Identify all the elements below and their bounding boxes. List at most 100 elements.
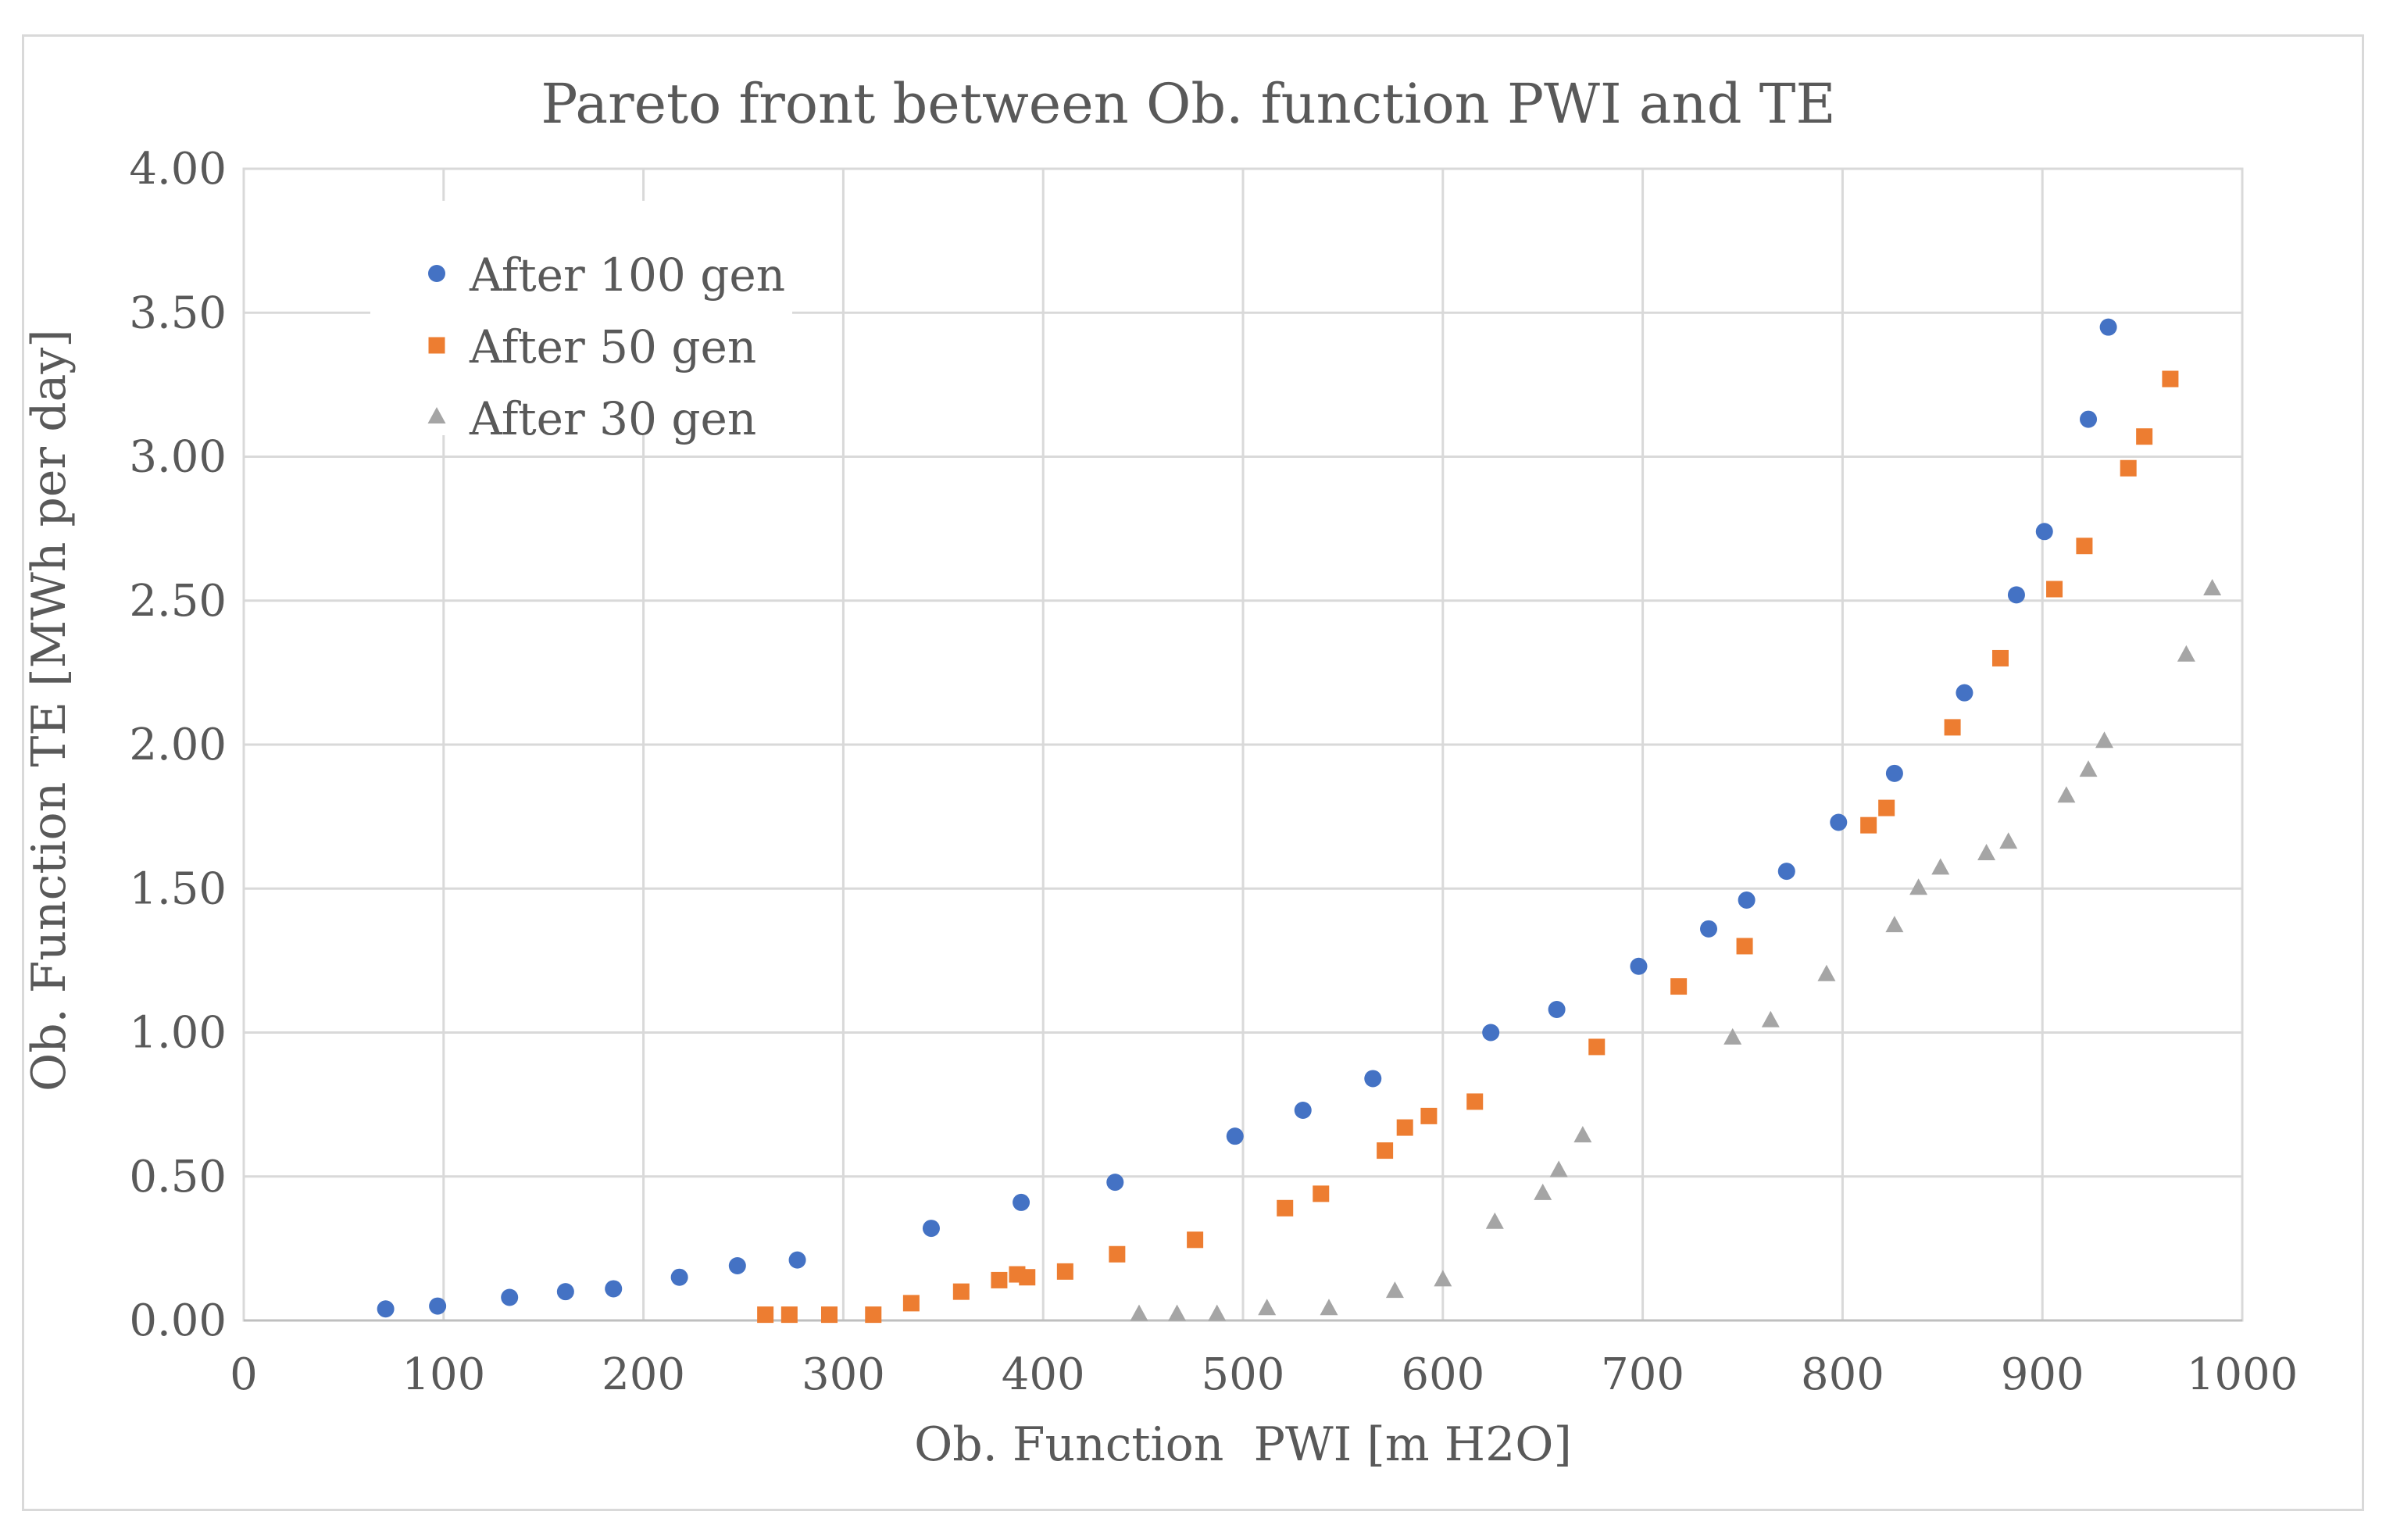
data-point — [2057, 786, 2076, 803]
legend: After 100 gen After 50 gen After 30 gen — [427, 248, 785, 445]
data-point — [1013, 1193, 1030, 1211]
data-point — [1364, 1070, 1382, 1088]
x-tick-label: 400 — [1002, 1349, 1085, 1400]
data-point — [1385, 1281, 1404, 1299]
data-point — [2079, 760, 2098, 777]
data-point — [780, 1306, 798, 1324]
data-point — [1630, 957, 1648, 975]
data-point — [1991, 649, 2009, 666]
data-point — [1738, 891, 1756, 909]
data-point — [1377, 1142, 1394, 1159]
data-point — [1885, 916, 1904, 933]
data-point — [2046, 581, 2063, 598]
y-tick-label: 3.00 — [129, 432, 227, 483]
data-point — [1320, 1299, 1338, 1316]
data-point — [2035, 523, 2053, 541]
legend-marker — [427, 406, 446, 423]
data-point — [1466, 1093, 1484, 1110]
y-tick-label: 1.00 — [129, 1008, 227, 1059]
data-point — [670, 1268, 688, 1286]
data-point — [2076, 538, 2093, 555]
x-tick-label: 200 — [602, 1349, 685, 1400]
tick-labels: 0 100 200 300 400 500 600 700 800 900 1000 0.00 0.50… — [129, 144, 2298, 1400]
x-axis-title: Ob. Function PWI [m H2O] — [914, 1417, 1572, 1472]
data-point — [2095, 731, 2113, 749]
data-point — [605, 1280, 623, 1298]
x-tick-label: 700 — [1601, 1349, 1684, 1400]
data-point — [820, 1306, 838, 1324]
data-point — [1777, 863, 1795, 881]
y-tick-label: 2.00 — [129, 720, 227, 770]
data-point — [788, 1251, 806, 1269]
data-point — [1420, 1107, 1438, 1124]
chart-title: Pareto front between Ob. function PWI an… — [541, 72, 1835, 136]
data-markers — [377, 318, 2222, 1324]
y-tick-label: 0.50 — [129, 1152, 227, 1202]
legend-marker — [428, 265, 445, 282]
data-point — [1548, 1001, 1566, 1019]
x-tick-label: 600 — [1401, 1349, 1484, 1400]
data-point — [1109, 1245, 1126, 1263]
data-point — [2080, 410, 2098, 428]
data-point — [728, 1256, 746, 1274]
data-point — [1909, 878, 1928, 895]
x-tick-label: 0 — [230, 1349, 258, 1400]
data-point — [1482, 1024, 1500, 1042]
y-axis-title: Ob. Function TE [MWh per day] — [24, 329, 77, 1092]
data-point — [1761, 1010, 1780, 1027]
data-point — [1396, 1119, 1413, 1136]
data-point — [1573, 1126, 1592, 1143]
data-point — [1258, 1299, 1277, 1316]
x-tick-label: 500 — [1202, 1349, 1285, 1400]
data-point — [1313, 1185, 1330, 1202]
data-point — [1817, 964, 1836, 981]
data-point — [1294, 1101, 1312, 1119]
legend-label: After 50 gen — [469, 320, 756, 373]
legend-label: After 30 gen — [469, 392, 756, 445]
data-point — [2177, 645, 2195, 662]
legend-label: After 100 gen — [469, 248, 785, 302]
data-point — [1700, 920, 1718, 938]
data-point — [377, 1300, 395, 1318]
data-point — [991, 1271, 1008, 1288]
data-point — [1277, 1199, 1294, 1217]
data-point — [1168, 1304, 1187, 1321]
data-point — [2162, 370, 2179, 388]
data-point — [1485, 1212, 1504, 1229]
legend-background — [370, 201, 792, 435]
y-tick-label: 3.50 — [129, 288, 227, 338]
data-point — [1956, 684, 1973, 702]
data-point — [429, 1297, 447, 1315]
data-point — [902, 1295, 920, 1312]
data-point — [1670, 978, 1688, 995]
data-point — [952, 1283, 970, 1300]
x-tick-label: 800 — [1801, 1349, 1884, 1400]
y-tick-label: 0.00 — [129, 1295, 227, 1346]
data-point — [2203, 578, 2222, 595]
data-point — [1736, 938, 1753, 955]
data-point — [1534, 1183, 1552, 1200]
data-point — [1208, 1304, 1227, 1321]
data-point — [1977, 844, 1996, 861]
y-tick-label: 1.50 — [129, 863, 227, 914]
scatter-chart: Pareto front between Ob. function PWI an… — [24, 72, 2298, 1472]
data-point — [1830, 813, 1848, 831]
data-point — [1723, 1027, 1742, 1045]
data-point — [1885, 764, 1903, 782]
data-point — [757, 1306, 774, 1324]
x-tick-label: 300 — [802, 1349, 885, 1400]
chart-frame: Pareto front between Ob. function PWI an… — [22, 34, 2364, 1511]
data-point — [1056, 1263, 1073, 1280]
data-point — [2099, 318, 2117, 336]
data-point — [1588, 1038, 1606, 1056]
data-point — [1106, 1174, 1124, 1192]
x-tick-label: 1000 — [2187, 1349, 2298, 1400]
x-tick-label: 900 — [2001, 1349, 2084, 1400]
x-tick-label: 100 — [402, 1349, 485, 1400]
data-point — [1878, 799, 1895, 816]
data-point — [922, 1220, 940, 1238]
legend-marker — [428, 337, 445, 354]
data-point — [1549, 1160, 1568, 1177]
data-point — [1019, 1269, 1036, 1286]
data-point — [1130, 1304, 1148, 1321]
